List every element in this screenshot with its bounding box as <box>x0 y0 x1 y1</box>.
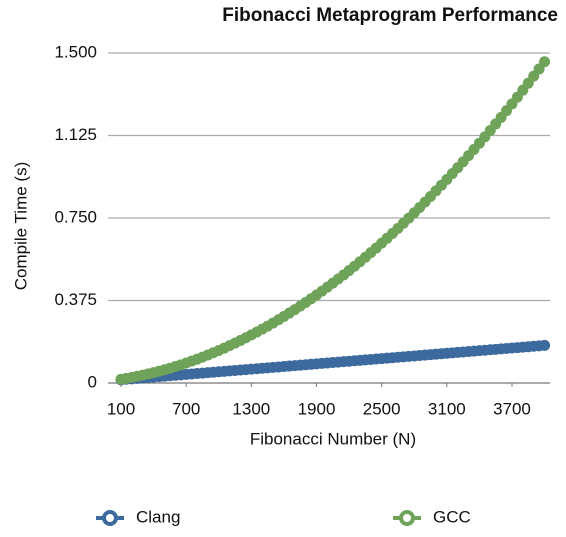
legend-marker <box>102 510 118 526</box>
x-tick-label: 2500 <box>363 399 401 418</box>
x-tick-label: 3100 <box>428 399 466 418</box>
chart-title: Fibonacci Metaprogram Performance <box>222 5 558 26</box>
y-tick-label: 0.375 <box>54 290 97 309</box>
legend-marker <box>399 510 415 526</box>
data-point <box>539 56 551 68</box>
y-tick-label: 1.500 <box>54 42 97 61</box>
data-point <box>539 339 551 351</box>
x-axis-label: Fibonacci Number (N) <box>250 429 416 448</box>
x-tick-label: 700 <box>172 399 200 418</box>
y-axis-label: Compile Time (s) <box>11 162 30 290</box>
y-tick-label: 1.125 <box>54 125 97 144</box>
y-tick-label: 0 <box>88 372 97 391</box>
x-tick-label: 100 <box>107 399 135 418</box>
y-tick-label: 0.750 <box>54 207 97 226</box>
legend-label: Clang <box>136 507 180 526</box>
data-point <box>528 70 540 82</box>
x-tick-label: 1300 <box>232 399 270 418</box>
data-point <box>533 63 545 75</box>
x-tick-label: 3700 <box>493 399 531 418</box>
legend-label: GCC <box>433 507 471 526</box>
x-tick-label: 1900 <box>298 399 336 418</box>
